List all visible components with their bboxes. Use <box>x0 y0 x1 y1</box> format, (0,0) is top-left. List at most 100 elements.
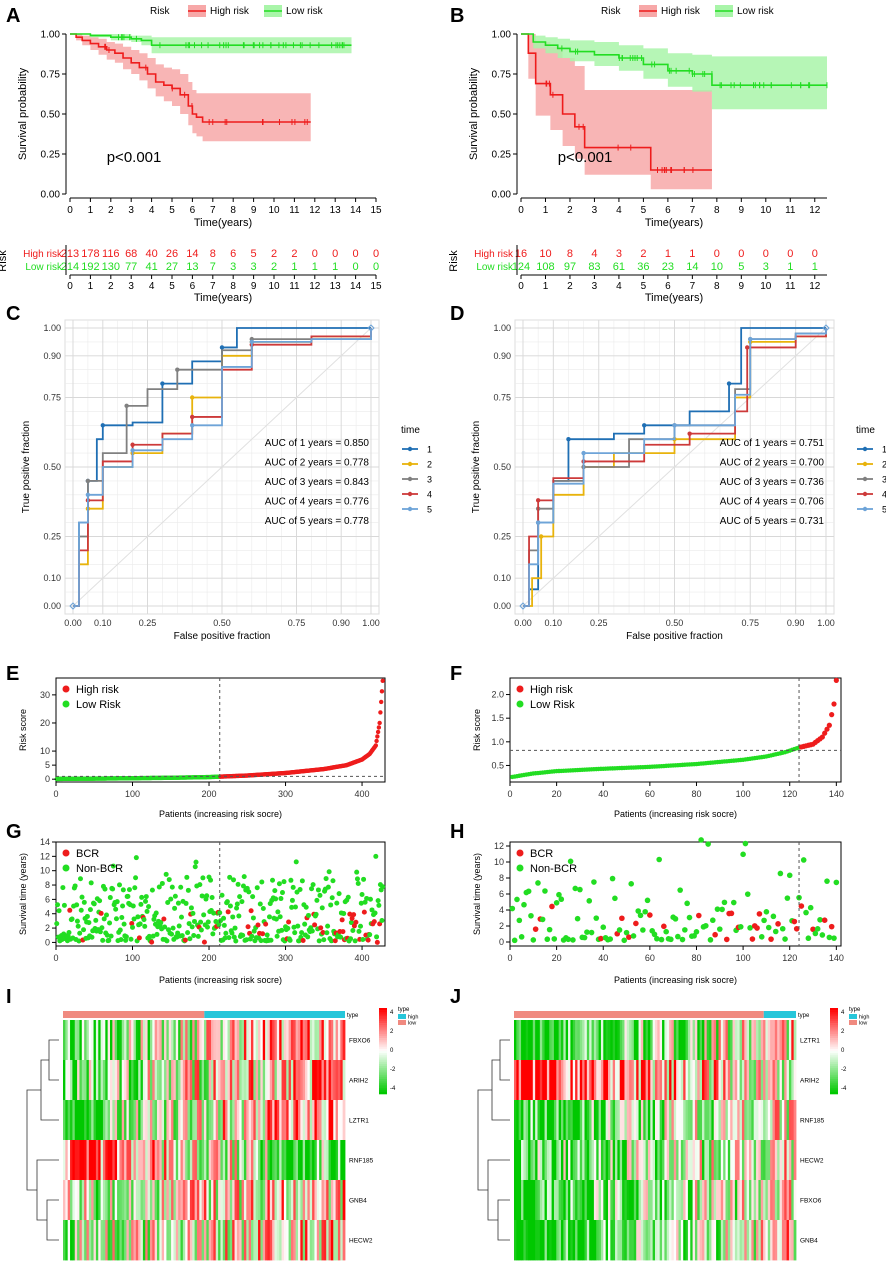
auc-label: AUC of 4 years = 0.776 <box>265 497 370 508</box>
risk-x-tick-label: 2 <box>567 281 573 292</box>
survival-point <box>691 933 697 939</box>
heatmap-cell <box>340 1060 344 1101</box>
heatmap-cell <box>605 1180 609 1221</box>
heatmap-cell <box>544 1060 548 1101</box>
survival-point <box>679 936 686 943</box>
heatmap-cell <box>215 1100 219 1141</box>
legend-key-point <box>862 476 868 482</box>
legend-item: Low risk <box>286 6 324 17</box>
survival-point <box>149 939 155 945</box>
heatmap-cell <box>784 1140 787 1181</box>
risk-x-tick-label: 1 <box>88 281 94 292</box>
heatmap-cell <box>730 1140 733 1181</box>
heatmap-cell <box>201 1100 205 1141</box>
heatmap-cell <box>93 1020 97 1061</box>
heatmap-cell <box>739 1060 743 1101</box>
survival-point <box>744 891 751 897</box>
survival-point <box>139 894 145 900</box>
gene-label: HECW2 <box>349 1238 373 1245</box>
scale-cell <box>379 1057 387 1060</box>
heatmap-cell <box>617 1220 621 1261</box>
heatmap-cell <box>763 1180 766 1221</box>
survival-point <box>191 932 197 938</box>
survival-point <box>178 884 184 890</box>
heatmap-cell <box>622 1020 625 1061</box>
heatmap-cell <box>788 1020 792 1061</box>
heatmap-cell <box>525 1020 529 1061</box>
p-value: p<0.001 <box>107 149 162 166</box>
heatmap-cell <box>161 1220 165 1261</box>
heatmap-cell <box>687 1140 691 1181</box>
scale-cell <box>830 1025 838 1028</box>
x-tick-label: 0.90 <box>332 618 350 628</box>
gene-label: ARIH2 <box>800 1078 820 1085</box>
heatmap-cell <box>211 1220 214 1261</box>
heatmap-cell <box>91 1220 94 1261</box>
heatmap-cell <box>157 1100 160 1141</box>
x-tick-label: 1 <box>543 205 549 216</box>
heatmap-cell <box>673 1100 677 1141</box>
heatmap-cell <box>333 1020 336 1061</box>
scale-label: 0 <box>841 1048 845 1054</box>
heatmap-cell <box>676 1060 679 1101</box>
y-tick-label: 0.25 <box>493 532 511 542</box>
heatmap-cell <box>633 1180 637 1221</box>
heatmap-cell <box>314 1140 318 1181</box>
survival-point <box>514 896 520 903</box>
heatmap-cell <box>678 1020 682 1061</box>
heatmap-cell <box>321 1100 325 1141</box>
heatmap-cell <box>337 1180 341 1221</box>
heatmap-cell <box>323 1140 327 1181</box>
heatmap-cell <box>243 1180 247 1221</box>
legend-title: Risk <box>601 6 621 17</box>
x-tick-label: 1.00 <box>817 618 835 628</box>
heatmap-cell <box>283 1060 287 1101</box>
heatmap-cell <box>138 1140 141 1181</box>
heatmap-cell <box>185 1020 188 1061</box>
heatmap-cell <box>112 1140 116 1181</box>
scale-cell <box>379 1070 387 1073</box>
survival-point <box>371 919 377 925</box>
heatmap-cell <box>568 1180 571 1221</box>
risk-count: 214 <box>61 261 79 273</box>
heatmap-cell <box>669 1220 672 1261</box>
heatmap-cell <box>603 1180 607 1221</box>
heatmap-cell <box>161 1140 165 1181</box>
y-axis-title: Risk score <box>472 709 482 751</box>
heatmap-cell <box>565 1220 569 1261</box>
x-tick-label: 0 <box>53 789 58 799</box>
heatmap-cell <box>570 1060 574 1101</box>
heatmap-cell <box>589 1140 592 1181</box>
heatmap-cell <box>584 1180 588 1221</box>
survival-point <box>182 937 188 943</box>
heatmap-cell <box>793 1140 797 1181</box>
heatmap-cell <box>77 1100 80 1141</box>
survival-point <box>703 922 709 929</box>
heatmap-cell <box>774 1140 778 1181</box>
survival-point <box>593 915 600 921</box>
heatmap-cell <box>720 1140 724 1181</box>
heatmap-cell <box>664 1220 668 1261</box>
heatmap-cell <box>781 1180 785 1221</box>
survival-point <box>172 893 178 899</box>
risk-point <box>378 710 383 715</box>
heatmap-cell <box>269 1140 273 1181</box>
heatmap-cell <box>528 1180 531 1221</box>
legend-key-high <box>849 1014 857 1019</box>
heatmap-cell <box>744 1220 748 1261</box>
heatmap-cell <box>161 1020 165 1061</box>
heatmap-cell <box>716 1140 719 1181</box>
heatmap-cell <box>288 1180 292 1221</box>
survival-point <box>190 910 196 916</box>
heatmap-cell <box>737 1060 740 1101</box>
heatmap-cell <box>298 1020 301 1061</box>
heatmap-cell <box>713 1220 717 1261</box>
heatmap-cell <box>298 1180 301 1221</box>
heatmap-cell <box>262 1020 266 1061</box>
survival-point <box>315 887 321 893</box>
heatmap-cell <box>110 1180 113 1221</box>
heatmap-cell <box>142 1140 146 1181</box>
y-tick-label: 0.90 <box>493 351 511 361</box>
survival-point <box>107 920 113 926</box>
heatmap-cell <box>135 1220 139 1261</box>
